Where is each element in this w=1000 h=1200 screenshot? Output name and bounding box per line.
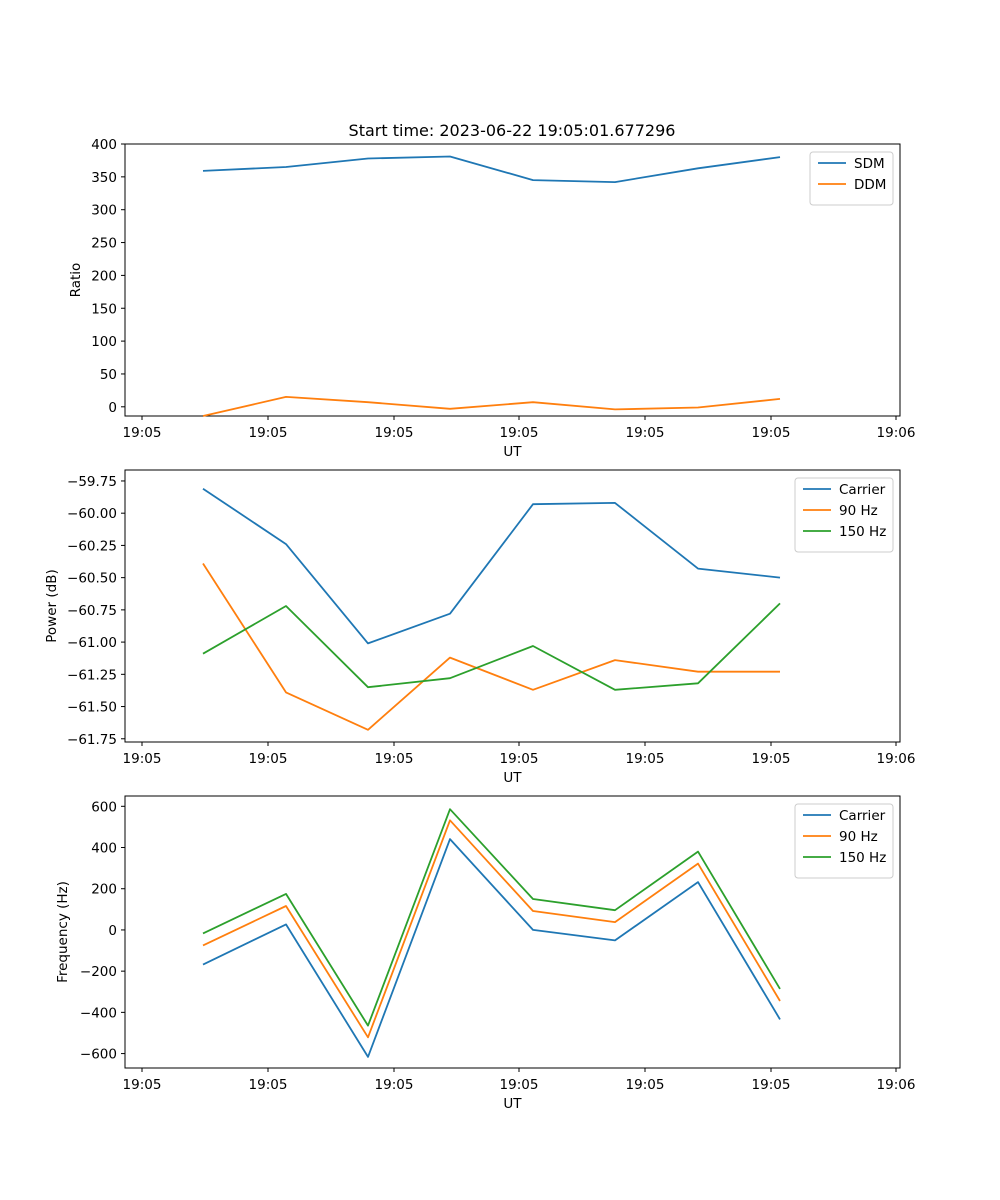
- legend-box: [794, 477, 894, 553]
- y-tick-label: −61.75: [67, 732, 117, 748]
- x-axis-label: UT: [503, 444, 522, 460]
- series-line-ddm: [202, 395, 781, 417]
- x-tick-label: 19:05: [500, 425, 539, 441]
- legend-label: Carrier: [839, 482, 886, 498]
- series-line-150-hz: [202, 808, 781, 1027]
- x-axis-label: UT: [503, 770, 522, 786]
- y-tick-label: −61.00: [67, 635, 117, 651]
- chart-panel-1: 19:05 19:05 19:05 19:05 19:05 19:05 19:06 UT 0 50…: [68, 137, 915, 460]
- x-tick-label: 19:05: [249, 425, 288, 441]
- y-axis-label: Ratio: [68, 263, 84, 298]
- x-tick-label: 19:05: [626, 425, 665, 441]
- x-tick-label: 19:05: [375, 1077, 414, 1093]
- y-tick-label: 400: [91, 841, 117, 857]
- y-tick-label: −60.50: [67, 571, 117, 587]
- y-tick-label: 250: [91, 236, 117, 252]
- y-tick-label: −600: [80, 1047, 117, 1063]
- y-tick-label: 0: [108, 400, 117, 416]
- x-tick-label: 19:05: [123, 751, 162, 767]
- series-line-carrier: [202, 838, 781, 1058]
- x-tick-label: 19:05: [123, 1077, 162, 1093]
- legend-box: [794, 803, 894, 879]
- y-tick-label: 600: [91, 799, 117, 815]
- x-tick-label: 19:05: [626, 1077, 665, 1093]
- legend: Carrier 90 Hz 150 Hz: [794, 477, 894, 553]
- chart-panels: 19:05 19:05 19:05 19:05 19:05 19:05 19:06 UT 0 50…: [44, 137, 915, 1112]
- series-line-90-hz: [202, 563, 780, 731]
- x-tick-label: 19:05: [752, 425, 791, 441]
- y-tick-label: −60.75: [67, 603, 117, 619]
- chart-panel-3: 19:05 19:05 19:05 19:05 19:05 19:05 19:06 UT 600…: [55, 795, 916, 1112]
- legend: Carrier 90 Hz 150 Hz: [794, 803, 894, 879]
- x-tick-label: 19:06: [877, 751, 916, 767]
- y-tick-label: −59.75: [67, 474, 117, 490]
- legend: SDM DDM: [809, 151, 894, 206]
- x-tick-label: 19:05: [249, 751, 288, 767]
- legend-box: [809, 151, 894, 206]
- legend-label: DDM: [854, 177, 886, 193]
- axes-frame: [124, 143, 901, 417]
- y-tick-label: 200: [91, 268, 117, 284]
- y-tick-label: 350: [91, 170, 117, 186]
- y-tick-label: −200: [80, 964, 117, 980]
- x-axis-label: UT: [503, 1096, 522, 1112]
- series-line-90-hz: [202, 819, 781, 1039]
- y-tick-label: 300: [91, 203, 117, 219]
- y-tick-label: −60.25: [67, 538, 117, 554]
- x-tick-label: 19:05: [123, 425, 162, 441]
- chart-panel-2: 19:05 19:05 19:05 19:05 19:05 19:05 19:06 UT −59…: [44, 469, 916, 786]
- x-tick-label: 19:06: [877, 425, 916, 441]
- figure-title: Start time: 2023-06-22 19:05:01.677296: [349, 121, 676, 140]
- legend-label: Carrier: [839, 808, 886, 824]
- x-tick-label: 19:05: [752, 1077, 791, 1093]
- y-axis-label: Frequency (Hz): [55, 881, 71, 983]
- x-tick-label: 19:06: [877, 1077, 916, 1093]
- y-axis-label: Power (dB): [44, 569, 60, 642]
- y-tick-label: 200: [91, 882, 117, 898]
- y-tick-label: 400: [91, 137, 117, 153]
- series-line-sdm: [202, 155, 781, 184]
- series-line-150-hz: [202, 602, 781, 691]
- x-tick-label: 19:05: [375, 751, 414, 767]
- y-tick-label: 100: [91, 334, 117, 350]
- legend-label: SDM: [854, 156, 885, 172]
- x-tick-label: 19:05: [626, 751, 665, 767]
- x-tick-label: 19:05: [752, 751, 791, 767]
- x-tick-label: 19:05: [375, 425, 414, 441]
- y-tick-label: −60.00: [67, 506, 117, 522]
- y-tick-label: 50: [100, 367, 117, 383]
- y-tick-label: 0: [108, 923, 117, 939]
- axes-frame: [124, 469, 901, 743]
- axes-frame: [124, 795, 901, 1069]
- legend-label: 150 Hz: [839, 850, 886, 866]
- y-tick-label: 150: [91, 301, 117, 317]
- series-line-carrier: [202, 487, 781, 645]
- legend-label: 90 Hz: [839, 503, 878, 519]
- legend-label: 150 Hz: [839, 524, 886, 540]
- x-tick-label: 19:05: [249, 1077, 288, 1093]
- legend-label: 90 Hz: [839, 829, 878, 845]
- x-tick-label: 19:05: [500, 1077, 539, 1093]
- y-tick-label: −400: [80, 1005, 117, 1021]
- y-tick-label: −61.50: [67, 700, 117, 716]
- x-tick-label: 19:05: [500, 751, 539, 767]
- y-tick-label: −61.25: [67, 667, 117, 683]
